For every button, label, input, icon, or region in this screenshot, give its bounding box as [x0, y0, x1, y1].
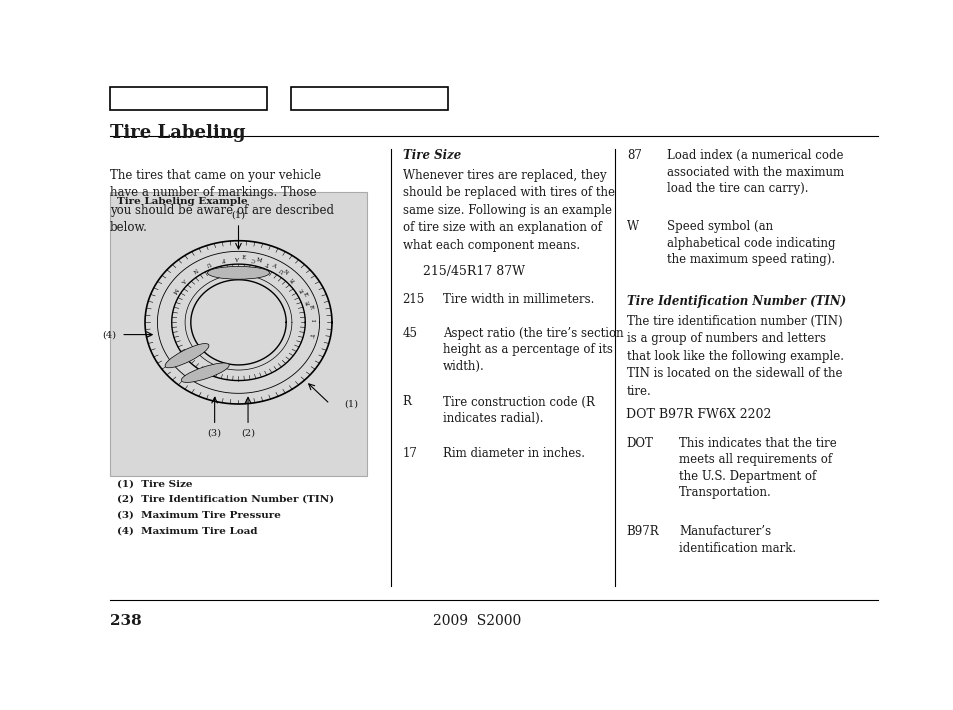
Text: Tire Size: Tire Size: [402, 149, 460, 162]
Text: N: N: [282, 269, 289, 276]
Text: Load index (a numerical code
associated with the maximum
load the tire can carry: Load index (a numerical code associated …: [666, 149, 843, 195]
Bar: [110, 87, 267, 110]
Text: U: U: [205, 260, 212, 266]
Text: Rim diameter in inches.: Rim diameter in inches.: [442, 447, 584, 459]
Text: The tire identification number (TIN)
is a group of numbers and letters
that look: The tire identification number (TIN) is …: [626, 315, 842, 398]
Text: A: A: [236, 255, 240, 261]
Text: 45: 45: [402, 327, 417, 339]
Text: R: R: [306, 300, 312, 305]
Bar: [291, 87, 448, 110]
Text: DOT: DOT: [626, 437, 653, 449]
Text: R: R: [290, 276, 296, 283]
Text: 215: 215: [402, 293, 424, 306]
Text: I: I: [310, 319, 314, 322]
Ellipse shape: [181, 363, 229, 383]
Text: T: T: [308, 332, 314, 336]
Text: (2)  Tire Identification Number (TIN): (2) Tire Identification Number (TIN): [117, 495, 335, 504]
Text: Aspect ratio (the tire’s section
height as a percentage of its
width).: Aspect ratio (the tire’s section height …: [442, 327, 622, 373]
Ellipse shape: [165, 344, 209, 368]
Text: T: T: [266, 261, 271, 266]
Text: Tire Labeling Example: Tire Labeling Example: [117, 197, 248, 207]
Text: (2): (2): [241, 429, 254, 438]
Text: (4): (4): [102, 330, 116, 339]
Text: A: A: [270, 262, 275, 268]
Text: (3): (3): [208, 429, 221, 438]
Text: 17: 17: [402, 447, 417, 459]
Text: E: E: [241, 256, 246, 261]
Text: (1): (1): [344, 400, 358, 408]
Text: E: E: [299, 287, 305, 293]
Text: Manufacturer’s
identification mark.: Manufacturer’s identification mark.: [679, 525, 796, 555]
Text: W: W: [626, 220, 639, 233]
Text: A: A: [180, 276, 187, 283]
Bar: [110, 192, 367, 476]
Text: Speed symbol (an
alphabetical code indicating
the maximum speed rating).: Speed symbol (an alphabetical code indic…: [666, 220, 835, 266]
Text: 87: 87: [626, 149, 641, 162]
Text: This indicates that the tire
meets all requirements of
the U.S. Department of
Tr: This indicates that the tire meets all r…: [679, 437, 836, 499]
Text: (1)  Tire Size: (1) Tire Size: [117, 479, 193, 488]
Text: Tire width in millimeters.: Tire width in millimeters.: [442, 293, 594, 306]
Text: U: U: [278, 267, 285, 273]
Text: (1): (1): [232, 210, 245, 219]
Text: Tire Labeling: Tire Labeling: [110, 124, 245, 142]
Text: 215/45R17 87W: 215/45R17 87W: [423, 265, 524, 278]
Text: C: C: [251, 256, 256, 262]
Ellipse shape: [208, 266, 270, 279]
Text: B97R: B97R: [626, 525, 659, 538]
Text: M: M: [171, 286, 178, 294]
Text: R: R: [402, 395, 411, 408]
Text: 238: 238: [110, 614, 141, 628]
Text: (4)  Maximum Tire Load: (4) Maximum Tire Load: [117, 526, 257, 535]
Text: The tires that came on your vehicle
have a number of markings. Those
you should : The tires that came on your vehicle have…: [110, 169, 334, 234]
Text: DOT B97R FW6X 2202: DOT B97R FW6X 2202: [625, 408, 770, 421]
Text: F: F: [220, 256, 225, 262]
Text: Whenever tires are replaced, they
should be replaced with tires of the
same size: Whenever tires are replaced, they should…: [402, 169, 614, 252]
Text: E: E: [301, 291, 308, 297]
Text: (3)  Maximum Tire Pressure: (3) Maximum Tire Pressure: [117, 510, 281, 520]
Text: M: M: [255, 257, 262, 263]
Text: N: N: [192, 267, 198, 273]
Text: Tire Identification Number (TIN): Tire Identification Number (TIN): [626, 295, 845, 307]
Text: Tire construction code (R
indicates radial).: Tire construction code (R indicates radi…: [442, 395, 594, 425]
Text: R: R: [307, 304, 313, 310]
Text: 2009  S2000: 2009 S2000: [433, 614, 520, 628]
